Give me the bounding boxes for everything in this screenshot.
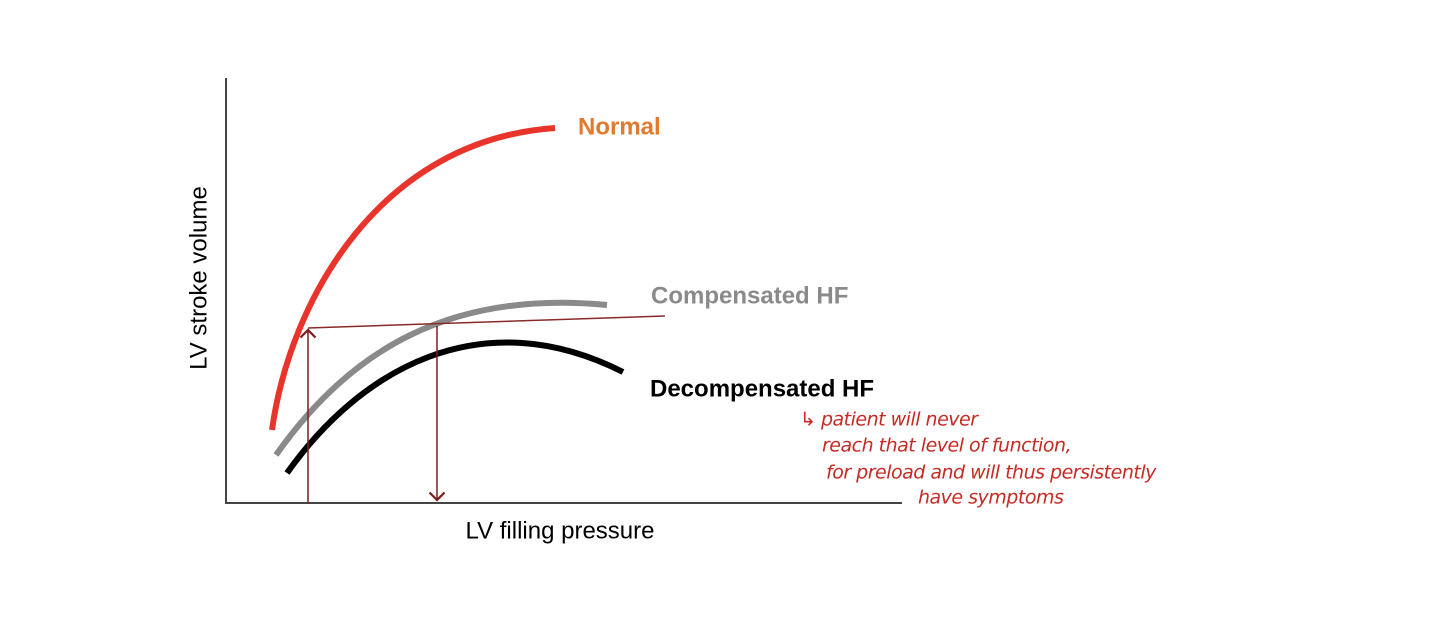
decompensated-curve <box>284 339 625 475</box>
annotation-line: have symptoms <box>918 487 1064 509</box>
annotation-line: ↳ patient will never <box>800 409 979 431</box>
compensated-curve <box>273 299 608 457</box>
level-line <box>307 315 666 329</box>
curve-label: Normal <box>578 113 661 140</box>
y-axis-label: LV stroke volume <box>185 186 212 370</box>
curve-label: Decompensated HF <box>650 375 874 402</box>
x-axis-label: LV filling pressure <box>466 517 655 544</box>
normal-curve <box>269 125 556 431</box>
annotation-line: reach that level of function, <box>822 435 1071 457</box>
annotation-line: for preload and will thus persistently <box>826 462 1157 484</box>
curve-label: Compensated HF <box>651 282 848 309</box>
